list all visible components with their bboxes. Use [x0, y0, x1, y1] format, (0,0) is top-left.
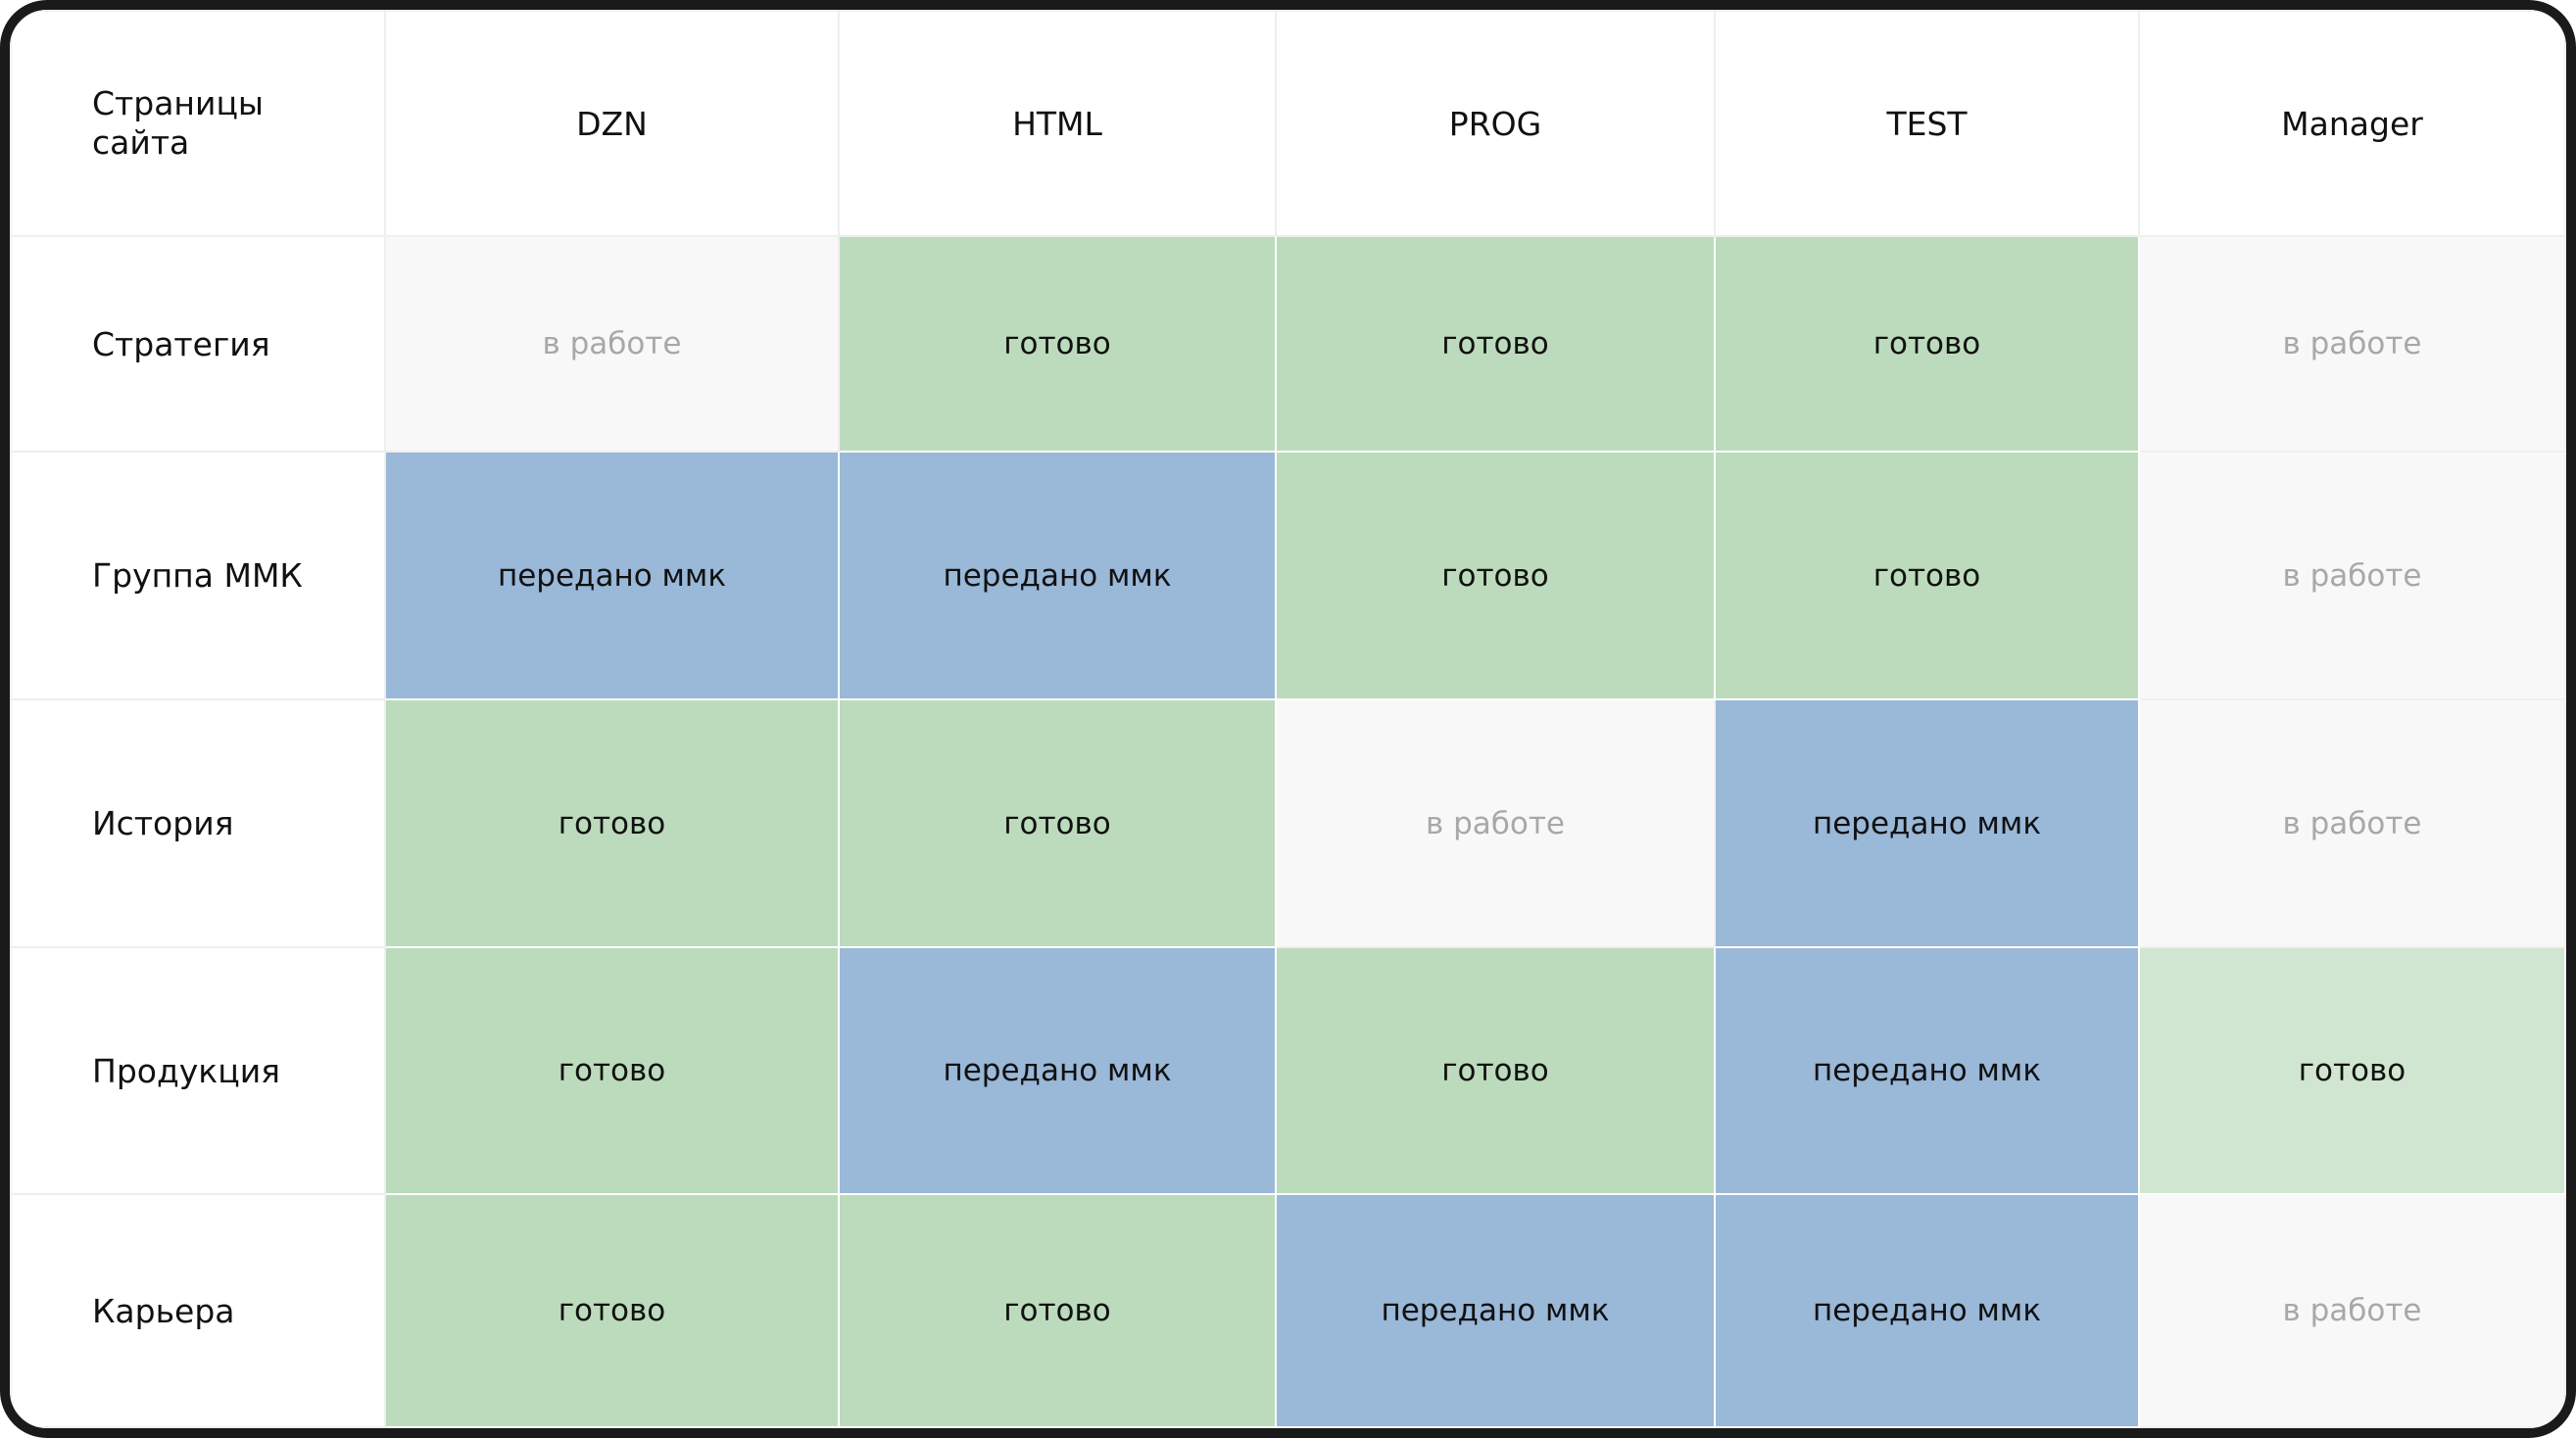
column-header: Страницы сайта [10, 10, 386, 237]
status-cell: передано ммк [838, 451, 1277, 700]
status-cell: готово [2138, 946, 2566, 1195]
status-cell: в работе [1275, 698, 1716, 948]
row: История готово готово в работе передано … [10, 698, 2566, 948]
column-header: Manager [2138, 10, 2566, 237]
column-header: DZN [384, 10, 840, 237]
status-cell: готово [1275, 946, 1716, 1195]
status-cell: готово [838, 698, 1277, 948]
row: Продукция готово передано ммк готово пер… [10, 946, 2566, 1195]
status-cell: передано ммк [1714, 946, 2140, 1195]
row: Стратегия в работе готово готово готово … [10, 235, 2566, 453]
row-label: История [10, 698, 386, 948]
status-cell: в работе [384, 235, 840, 453]
status-cell: в работе [2138, 698, 2566, 948]
row: Группа ММК передано ммк передано ммк гот… [10, 451, 2566, 700]
status-cell: в работе [2138, 235, 2566, 453]
status-cell: готово [1714, 451, 2140, 700]
status-cell: в работе [2138, 1193, 2566, 1428]
status-cell: передано ммк [838, 946, 1277, 1195]
status-cell: готово [384, 1193, 840, 1428]
status-cell: передано ммк [384, 451, 840, 700]
column-header: HTML [838, 10, 1277, 237]
header-row: Страницы сайта DZN HTML PROG TEST Manage… [10, 10, 2566, 237]
status-cell: готово [838, 1193, 1277, 1428]
column-header: TEST [1714, 10, 2140, 237]
status-cell: в работе [2138, 451, 2566, 700]
status-cell: передано ммк [1275, 1193, 1716, 1428]
status-cell: готово [384, 698, 840, 948]
status-cell: готово [838, 235, 1277, 453]
status-cell: передано ммк [1714, 1193, 2140, 1428]
row-label: Продукция [10, 946, 386, 1195]
status-cell: готово [384, 946, 840, 1195]
status-cell: готово [1275, 235, 1716, 453]
status-table: Страницы сайта DZN HTML PROG TEST Manage… [10, 10, 2566, 1428]
status-cell: готово [1714, 235, 2140, 453]
column-header: PROG [1275, 10, 1716, 237]
row-label: Карьера [10, 1193, 386, 1428]
status-cell: готово [1275, 451, 1716, 700]
row: Карьера готово готово передано ммк перед… [10, 1193, 2566, 1428]
row-label: Группа ММК [10, 451, 386, 700]
status-cell: передано ммк [1714, 698, 2140, 948]
row-label: Стратегия [10, 235, 386, 453]
